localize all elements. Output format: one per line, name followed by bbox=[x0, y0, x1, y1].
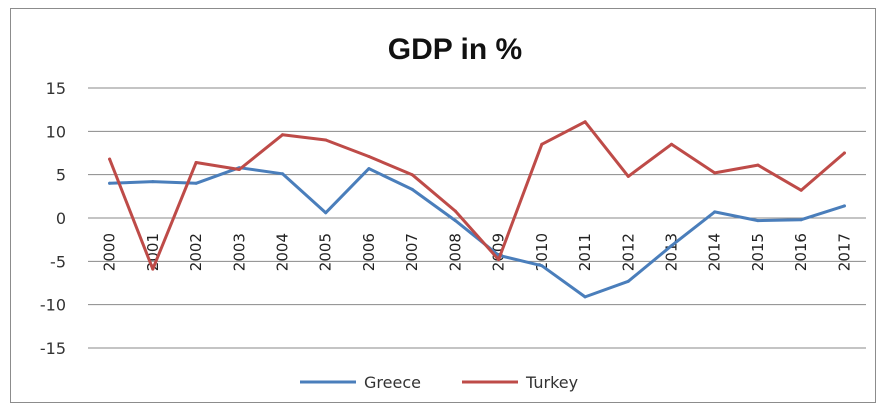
data-point bbox=[281, 133, 284, 137]
y-axis-tick-labels: 15 10 5 0 -5 -10 -15 bbox=[40, 79, 66, 358]
data-point bbox=[194, 161, 198, 164]
x-tick-label: 2017 bbox=[835, 233, 853, 271]
x-tick-label: 2010 bbox=[533, 233, 551, 271]
data-point bbox=[324, 138, 328, 142]
y-tick-label: -10 bbox=[40, 296, 66, 315]
x-tick-label: 2012 bbox=[619, 233, 637, 271]
chart-title: GDP in % bbox=[388, 33, 522, 66]
y-tick-label: 5 bbox=[56, 166, 66, 185]
data-point bbox=[410, 173, 414, 177]
data-point bbox=[626, 279, 630, 283]
y-tick-label: 10 bbox=[46, 122, 66, 141]
data-point bbox=[713, 171, 717, 175]
x-tick-label: 2011 bbox=[576, 233, 594, 271]
x-tick-label: 2000 bbox=[101, 233, 119, 271]
y-tick-label: -5 bbox=[50, 252, 66, 271]
data-point bbox=[756, 219, 760, 223]
data-point bbox=[583, 120, 587, 124]
data-point bbox=[453, 209, 457, 213]
data-point bbox=[367, 155, 371, 158]
x-tick-label: 2004 bbox=[274, 233, 292, 271]
x-tick-label: 2007 bbox=[403, 233, 421, 271]
y-tick-label: -15 bbox=[40, 339, 66, 358]
data-point bbox=[842, 204, 846, 208]
data-point bbox=[626, 174, 630, 178]
data-point bbox=[108, 181, 112, 185]
data-point bbox=[281, 172, 284, 176]
series-lines bbox=[108, 120, 846, 299]
data-point bbox=[497, 258, 501, 262]
data-point bbox=[410, 187, 414, 191]
data-point bbox=[151, 267, 155, 271]
gridlines bbox=[88, 87, 866, 349]
x-tick-label: 2015 bbox=[749, 233, 767, 271]
data-point bbox=[583, 295, 587, 299]
series-line-turkey bbox=[108, 120, 846, 271]
data-point bbox=[324, 211, 328, 215]
data-point bbox=[453, 219, 457, 223]
x-tick-label: 2002 bbox=[187, 233, 205, 271]
data-point bbox=[756, 163, 760, 167]
data-point bbox=[670, 244, 673, 248]
data-point bbox=[151, 180, 155, 184]
legend-label-greece: Greece bbox=[364, 373, 421, 392]
data-point bbox=[367, 167, 371, 171]
y-tick-label: 0 bbox=[56, 209, 66, 228]
data-point bbox=[670, 142, 673, 146]
series-line-greece bbox=[108, 166, 846, 299]
x-axis-tick-labels: 2000 2001 2002 2003 2004 2005 2006 2007 2008 2009… bbox=[101, 233, 854, 271]
x-tick-label: 2005 bbox=[317, 233, 335, 271]
data-point bbox=[540, 142, 544, 146]
data-point bbox=[237, 168, 241, 171]
data-point bbox=[799, 188, 803, 192]
data-point bbox=[799, 218, 803, 222]
y-tick-label: 15 bbox=[46, 79, 66, 98]
legend: Greece Turkey bbox=[300, 373, 578, 392]
x-tick-label: 2009 bbox=[490, 233, 508, 271]
data-point bbox=[842, 151, 846, 155]
x-tick-label: 2014 bbox=[706, 233, 724, 271]
data-point bbox=[540, 264, 544, 268]
data-point bbox=[194, 181, 198, 185]
legend-label-turkey: Turkey bbox=[525, 373, 578, 392]
x-tick-label: 2008 bbox=[446, 233, 464, 271]
x-tick-label: 2003 bbox=[230, 233, 248, 271]
data-point bbox=[713, 210, 717, 214]
chart-frame bbox=[10, 8, 876, 403]
x-tick-label: 2016 bbox=[792, 233, 810, 271]
x-tick-label: 2006 bbox=[360, 233, 378, 271]
data-point bbox=[108, 157, 112, 161]
